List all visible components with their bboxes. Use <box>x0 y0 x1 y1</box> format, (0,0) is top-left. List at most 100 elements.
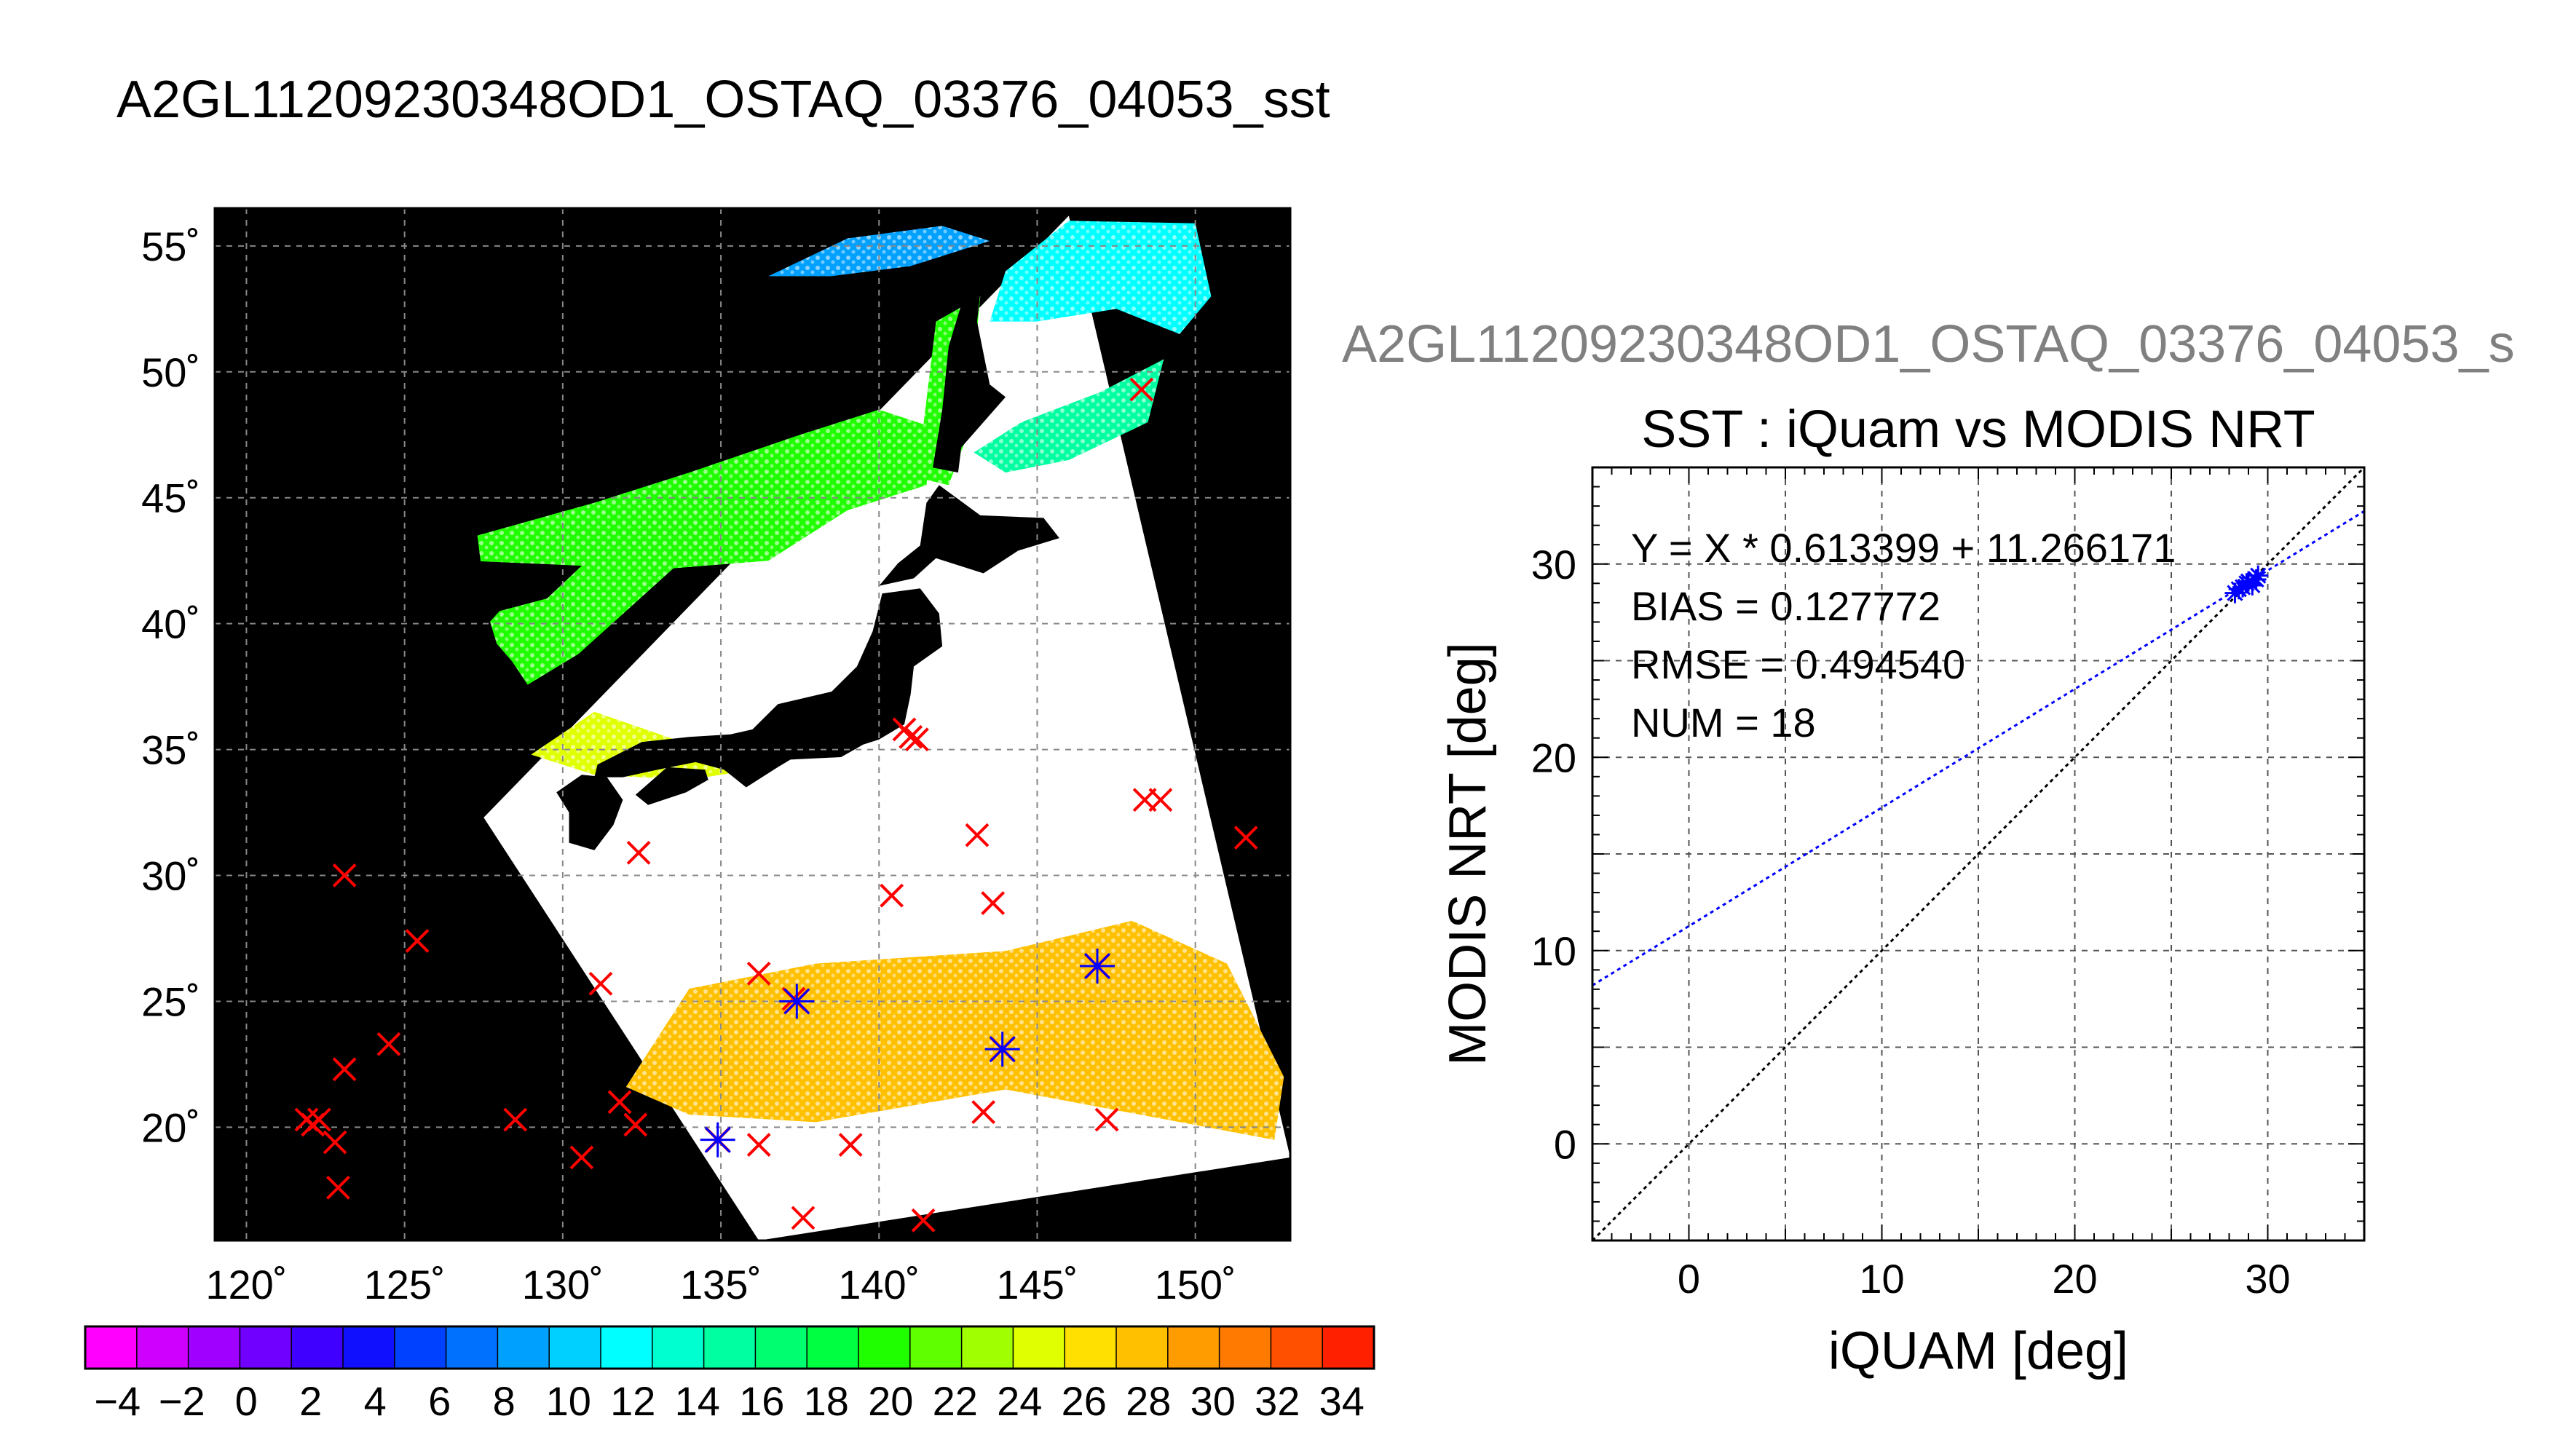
matchup-scatter-panel: SST : iQuam vs MODIS NRT 0 10 20 30 0 10 20 30… <box>1439 400 2366 1380</box>
cloud-speckle <box>990 221 1212 334</box>
colorbar-swatch <box>188 1326 240 1369</box>
scatter-title: SST : iQuam vs MODIS NRT <box>1641 400 2315 459</box>
map-y-tick-labels: 20˚ 25˚ 30˚ 35˚ 40˚ 45˚ 50˚ 55˚ <box>141 223 200 1150</box>
map-x-tick-label: 120˚ <box>205 1262 287 1307</box>
insitu-marker <box>588 971 613 996</box>
map-x-tick-labels: 120˚ 125˚ 130˚ 135˚ 140˚ 145˚ 150˚ <box>205 1262 1236 1307</box>
insitu-marker <box>301 1112 325 1137</box>
colorbar-frame <box>84 1325 1375 1370</box>
map-y-tick-label: 40˚ <box>141 601 200 647</box>
scatter-y-tick-label: 20 <box>1531 735 1576 780</box>
cloud-speckle <box>768 226 990 277</box>
colorbar-swatch <box>807 1326 859 1369</box>
map-x-tick-label: 140˚ <box>838 1262 920 1307</box>
insitu-marker <box>746 961 771 986</box>
map-y-tick-label: 30˚ <box>141 853 200 899</box>
colorbar-tick-label: 10 <box>546 1378 591 1424</box>
colorbar-tick-label: 8 <box>493 1378 516 1424</box>
colorbar-swatch <box>136 1326 189 1369</box>
scatter-x-tick-label: 0 <box>1678 1256 1700 1302</box>
map-x-tick-label: 150˚ <box>1155 1262 1236 1307</box>
land-kyushu <box>556 775 623 850</box>
map-y-tick-label: 50˚ <box>141 349 200 395</box>
insitu-marker <box>326 1175 350 1200</box>
colorbar-swatch <box>909 1326 963 1369</box>
bias-stat: BIAS = 0.127772 <box>1631 583 1940 629</box>
insitu-marker <box>626 840 651 865</box>
rmse-stat: RMSE = 0.494540 <box>1631 641 1965 687</box>
colorbar-tick-labels: −4 −2 0 2 4 6 8 10 12 14 16 18 20 22 24 26 28 30 32 34 <box>94 1378 1365 1424</box>
colorbar-swatch <box>703 1326 756 1369</box>
insitu-marker <box>376 1032 401 1056</box>
insitu-marker <box>746 1133 771 1157</box>
scatter-tick-marks <box>1592 467 2365 1241</box>
colorbar-swatch <box>755 1326 807 1369</box>
colorbar-swatch <box>446 1326 498 1369</box>
insitu-marker <box>1129 377 1154 402</box>
colorbar-swatch <box>1167 1326 1220 1369</box>
cloud-speckle <box>974 359 1164 473</box>
insitu-marker <box>965 823 990 847</box>
insitu-marker <box>971 1100 996 1125</box>
colorbar-swatch <box>394 1326 447 1369</box>
insitu-marker <box>332 1057 357 1082</box>
colorbar-swatch <box>343 1326 395 1369</box>
insitu-marker <box>503 1107 528 1132</box>
scatter-y-tick-label: 10 <box>1531 928 1576 974</box>
colorbar-tick-label: 18 <box>804 1378 849 1424</box>
insitu-marker <box>332 863 357 887</box>
matchup-marker <box>984 1032 1020 1067</box>
colorbar-tick-label: −2 <box>159 1378 205 1424</box>
matchup-markers <box>700 949 1115 1158</box>
colorbar-swatch <box>961 1326 1014 1369</box>
colorbar-swatch <box>1116 1326 1169 1369</box>
cloud-speckle <box>816 938 1196 1077</box>
colorbar-tick-label: 22 <box>933 1378 978 1424</box>
insitu-marker <box>1233 826 1258 850</box>
scatter-y-axis-label: MODIS NRT [deg] <box>1439 642 1497 1066</box>
colorbar-tick-label: 14 <box>675 1378 720 1424</box>
colorbar-swatch <box>1322 1326 1375 1369</box>
colorbar-tick-label: 20 <box>868 1378 913 1424</box>
map-y-tick-label: 25˚ <box>141 978 200 1024</box>
colorbar-tick-label: 32 <box>1255 1378 1300 1424</box>
land-shikoku <box>635 767 708 805</box>
colorbar-tick-label: 0 <box>235 1378 258 1424</box>
figure-title: A2GL11209230348OD1_OSTAQ_03376_04053_sst <box>117 71 1330 129</box>
insitu-marker <box>911 1208 936 1233</box>
insitu-marker <box>981 891 1006 915</box>
scatter-y-tick-labels: 0 10 20 30 <box>1531 542 1576 1168</box>
map-y-tick-label: 55˚ <box>141 223 200 269</box>
fit-equation: Y = X * 0.613399 + 11.266171 <box>1631 525 2176 571</box>
colorbar-tick-label: 16 <box>739 1378 784 1424</box>
matchup-filename-title: A2GL11209230348OD1_OSTAQ_03376_04053_s <box>1342 315 2515 373</box>
colorbar-tick-label: 6 <box>428 1378 451 1424</box>
colorbar-swatch <box>291 1326 344 1369</box>
insitu-marker <box>405 929 430 953</box>
colorbar-swatch <box>652 1326 705 1369</box>
map-x-tick-label: 145˚ <box>996 1262 1078 1307</box>
colorbar-tick-label: 24 <box>997 1378 1042 1424</box>
insitu-marker <box>899 724 923 749</box>
scatter-y-tick-label: 30 <box>1531 542 1576 587</box>
colorbar-swatch <box>549 1326 601 1369</box>
scatter-gridlines <box>1592 467 2364 1241</box>
colorbar-swatch <box>497 1326 550 1369</box>
colorbar: −4 −2 0 2 4 6 8 10 12 14 16 18 20 22 24 26 28 30 32 34 <box>84 1325 1375 1424</box>
colorbar-swatch <box>1013 1326 1065 1369</box>
land-hokkaido <box>879 485 1059 586</box>
insitu-marker <box>623 1112 648 1137</box>
colorbar-swatch <box>85 1326 138 1369</box>
matchup-marker <box>700 1122 735 1158</box>
insitu-marker <box>1094 1107 1119 1132</box>
map-x-tick-label: 130˚ <box>522 1262 604 1307</box>
matchup-marker <box>1080 949 1115 984</box>
insitu-marker <box>904 727 929 752</box>
map-frame <box>213 207 1292 1242</box>
insitu-marker <box>569 1145 594 1170</box>
colorbar-swatch <box>1271 1326 1323 1369</box>
matchup-marker <box>779 984 815 1019</box>
map-y-tick-label: 20˚ <box>141 1104 200 1150</box>
insitu-marker <box>838 1133 863 1157</box>
sst-map-panel: 120˚ 125˚ 130˚ 135˚ 140˚ 145˚ 150˚ 20˚ 25˚ 30˚ 35… <box>141 207 1292 1307</box>
